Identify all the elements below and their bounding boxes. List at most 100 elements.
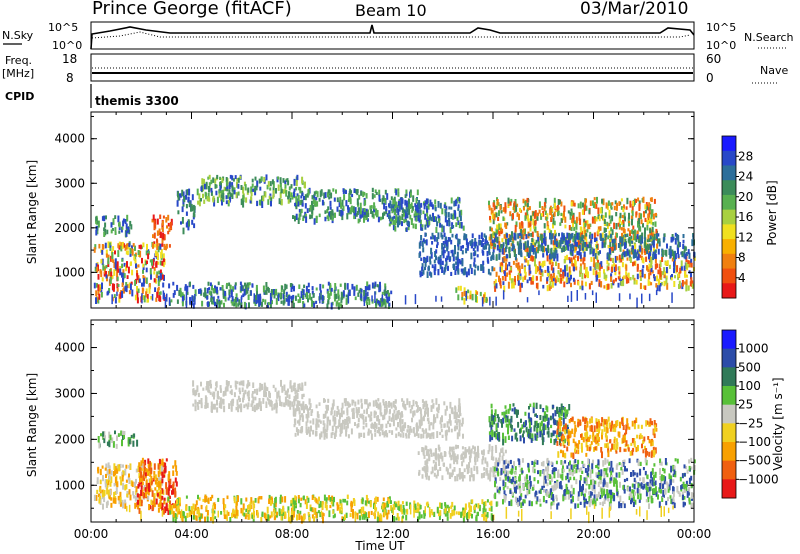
echo-cell: [331, 425, 334, 431]
echo-cell: [456, 459, 459, 465]
echo-cell: [655, 283, 658, 288]
echo-cell: [298, 400, 301, 407]
echo-cell: [430, 272, 433, 278]
echo-cell: [322, 427, 325, 434]
echo-cell: [259, 401, 262, 408]
echo-cell: [463, 468, 466, 473]
echo-cell: [638, 200, 641, 205]
echo-cell: [646, 225, 649, 231]
echo-cell: [585, 247, 588, 251]
echo-cell: [426, 467, 429, 473]
echo-cell: [646, 249, 649, 255]
echo-cell: [167, 230, 170, 235]
echo-cell: [473, 269, 476, 276]
echo-cell: [552, 217, 555, 225]
echo-cell: [430, 247, 433, 255]
echo-cell: [214, 504, 216, 510]
echo-cell: [359, 207, 362, 215]
echo-cell: [527, 221, 530, 228]
echo-cell: [528, 264, 531, 272]
echo-cell: [104, 479, 107, 485]
echo-cell: [446, 244, 449, 252]
echo-cell: [450, 213, 453, 220]
echo-cell: [295, 180, 298, 187]
echo-cell: [327, 206, 330, 211]
echo-cell: [585, 268, 587, 275]
echo-cell: [427, 265, 430, 270]
echo-cell: [586, 244, 589, 249]
echo-cell: [607, 262, 610, 266]
echo-cell: [242, 200, 245, 208]
echo-cell: [114, 215, 117, 219]
echo-cell: [221, 285, 224, 291]
echo-cell: [331, 211, 334, 216]
echo-cell: [339, 433, 342, 437]
echo-cell: [454, 455, 457, 462]
echo-cell: [192, 388, 195, 392]
echo-cell: [641, 248, 644, 255]
echo-cell: [154, 287, 157, 292]
echo-cell: [526, 209, 529, 216]
echo-cell: [101, 492, 104, 498]
echo-cell: [161, 471, 164, 479]
nsky-tick-bottom: 10^0: [52, 39, 82, 52]
echo-cell: [97, 467, 99, 472]
echo-cell: [117, 268, 120, 273]
echo-cell: [426, 271, 429, 278]
echo-cell: [458, 238, 461, 245]
echo-cell: [160, 482, 163, 486]
echo-cell: [527, 260, 530, 266]
echo-cell: [488, 244, 491, 248]
echo-cell: [425, 219, 428, 226]
echo-cell: [475, 290, 477, 295]
echo-cell: [414, 223, 417, 230]
echo-cell: [246, 287, 249, 291]
echo-cell: [623, 242, 626, 249]
echo-cell: [161, 243, 164, 247]
echo-cell: [486, 512, 489, 518]
echo-cell: [281, 385, 284, 393]
echo-cell: [564, 246, 567, 251]
echo-cell: [293, 504, 296, 512]
echo-cell: [313, 194, 316, 201]
echo-cell: [194, 399, 197, 404]
echo-cell: [426, 417, 429, 422]
echo-cell: [299, 187, 302, 194]
echo-cell: [249, 199, 252, 204]
echo-cell: [136, 273, 139, 277]
echo-cell: [121, 258, 124, 262]
echo-cell: [175, 465, 178, 472]
echo-cell: [122, 243, 125, 248]
echo-cell: [311, 286, 314, 291]
echo-cell: [309, 403, 312, 408]
echo-cell: [488, 247, 491, 254]
echo-cell: [147, 458, 150, 464]
echo-cell: [307, 412, 310, 418]
echo-cell: [155, 278, 158, 284]
echo-cell: [394, 221, 397, 225]
echo-cell: [250, 497, 253, 504]
echo-cell: [610, 276, 613, 282]
echo-cell: [253, 503, 256, 509]
echo-cell: [296, 514, 298, 521]
echo-cell: [393, 200, 395, 205]
echo-cell: [202, 498, 205, 502]
echo-cell: [597, 251, 600, 256]
echo-cell: [583, 228, 586, 235]
echo-cell: [378, 418, 381, 426]
echo-cell: [650, 229, 653, 236]
echo-cell: [224, 504, 227, 509]
echo-cell: [552, 252, 555, 258]
echo-cell: [212, 177, 215, 183]
echo-cell: [245, 403, 248, 407]
echo-cell: [385, 502, 387, 507]
echo-cell: [481, 264, 484, 271]
echo-cell: [411, 205, 414, 211]
echo-cell: [584, 273, 587, 279]
echo-cell: [422, 429, 425, 435]
echo-cell: [229, 192, 232, 197]
echo-cell: [507, 281, 510, 289]
echo-cell: [260, 517, 263, 523]
echo-cell: [367, 291, 369, 297]
echo-cell: [345, 294, 348, 298]
